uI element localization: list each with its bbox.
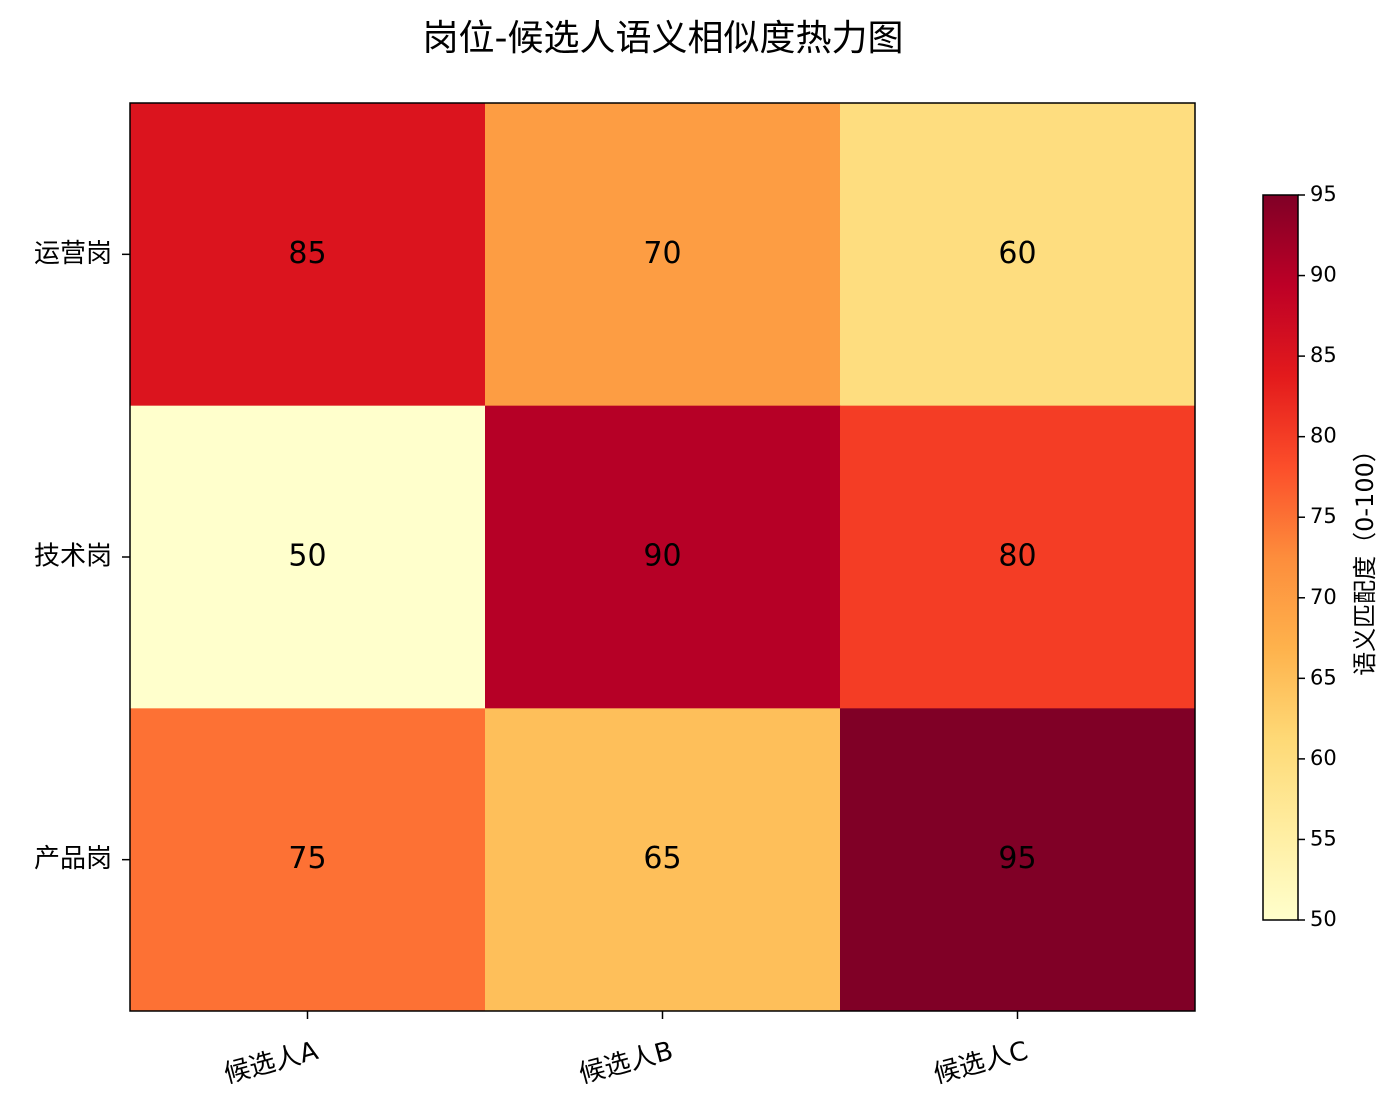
cell-label: 70 [643,236,681,271]
chart-title: 岗位-候选人语义相似度热力图 [423,18,904,59]
colorbar-tick-label: 80 [1310,424,1337,448]
colorbar [1262,194,1299,921]
x-tick-label: 候选人B [576,1036,676,1090]
x-tick-label: 候选人A [221,1036,321,1090]
cell-label: 50 [288,539,326,574]
colorbar-tick-label: 55 [1310,826,1337,850]
heatmap-cell [130,405,486,709]
cell-label: 85 [288,236,326,271]
cell-label: 75 [288,841,326,876]
colorbar-tick-label: 85 [1310,343,1337,367]
colorbar-tick-label: 60 [1310,746,1337,770]
heatmap-cell [485,103,841,407]
heatmap-cell [840,405,1196,709]
cell-label: 95 [998,841,1036,876]
cell-label: 65 [643,841,681,876]
heatmap-cell [485,708,841,1012]
colorbar-tick-label: 90 [1310,263,1337,287]
y-tick-label: 运营岗 [34,239,112,269]
colorbar-label: 语义匹配度（0-100） [1351,438,1379,676]
y-tick-label: 产品岗 [34,844,112,874]
colorbar-tick-label: 50 [1310,907,1337,931]
colorbar-tick-label: 65 [1310,665,1337,689]
cell-label: 60 [998,236,1036,271]
colorbar-tick-label: 70 [1310,585,1337,609]
x-tick-label: 候选人C [931,1036,1032,1090]
cell-label: 80 [998,539,1036,574]
heatmap-cell [840,708,1196,1012]
heatmap-cell [130,708,486,1012]
colorbar-tick-label: 95 [1310,182,1337,206]
heatmap-cell [485,405,841,709]
heatmap-cell [840,103,1196,407]
colorbar-tick-label: 75 [1310,504,1337,528]
heatmap-cell [130,103,486,407]
y-tick-label: 技术岗 [34,542,112,572]
cell-label: 90 [643,539,681,574]
